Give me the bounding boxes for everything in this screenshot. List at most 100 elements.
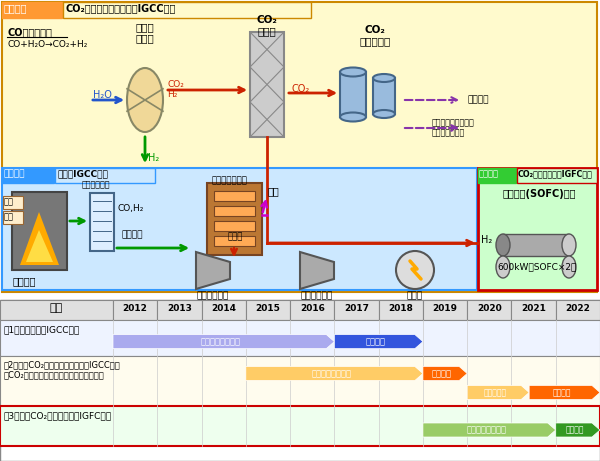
Bar — [340, 72, 366, 117]
Bar — [373, 78, 395, 114]
Text: CO₂
吸収塔: CO₂ 吸収塔 — [257, 15, 277, 36]
Bar — [511, 300, 556, 320]
Bar — [12, 192, 67, 270]
Polygon shape — [113, 335, 334, 349]
Text: ガス精製設備: ガス精製設備 — [82, 180, 110, 189]
Text: 600kW級SOFC×2基: 600kW級SOFC×2基 — [497, 262, 577, 271]
Text: 蒸気タービン: 蒸気タービン — [301, 291, 333, 300]
Bar — [214, 206, 255, 216]
Text: CO₂
液化／貯蔵: CO₂ 液化／貯蔵 — [359, 25, 391, 47]
Polygon shape — [196, 252, 230, 289]
Bar — [290, 300, 334, 320]
Polygon shape — [26, 230, 53, 262]
Text: 第2段階：CO₂分離・回収型酸素吹IGCC実証: 第2段階：CO₂分離・回収型酸素吹IGCC実証 — [4, 360, 121, 369]
Polygon shape — [423, 366, 467, 380]
Bar — [214, 236, 255, 246]
Bar — [334, 300, 379, 320]
Bar — [250, 32, 284, 137]
Text: CO₂: CO₂ — [292, 84, 310, 94]
Text: CO,H₂: CO,H₂ — [118, 204, 145, 213]
Bar — [0, 320, 600, 356]
Ellipse shape — [373, 74, 395, 82]
Bar — [2, 2, 62, 18]
Text: H₂: H₂ — [148, 153, 159, 163]
Text: 第３段階: 第３段階 — [479, 169, 499, 178]
Text: 2016: 2016 — [300, 304, 325, 313]
Text: 酸素: 酸素 — [4, 212, 14, 221]
Polygon shape — [300, 252, 334, 289]
Text: CO₂
H₂: CO₂ H₂ — [167, 80, 184, 100]
Text: 2021: 2021 — [521, 304, 546, 313]
Bar — [379, 300, 423, 320]
Text: ガス化炉: ガス化炉 — [13, 276, 37, 286]
Bar — [517, 168, 597, 183]
Ellipse shape — [340, 112, 366, 122]
Text: シフト
反応器: シフト 反応器 — [136, 22, 154, 44]
Text: CO+H₂O→CO₂+H₂: CO+H₂O→CO₂+H₂ — [7, 40, 88, 49]
Text: H₂: H₂ — [481, 235, 492, 245]
Text: 第1段階：酸素吹IGCC実証: 第1段階：酸素吹IGCC実証 — [4, 325, 80, 334]
Text: 石炭: 石炭 — [4, 197, 14, 206]
Bar — [157, 300, 202, 320]
Ellipse shape — [496, 256, 510, 278]
Text: 2018: 2018 — [388, 304, 413, 313]
Text: COシフト反応: COシフト反応 — [7, 27, 52, 37]
Text: 石炭ガス: 石炭ガス — [122, 230, 143, 239]
Bar — [214, 191, 255, 201]
Text: 酸素吹IGCC実証: 酸素吹IGCC実証 — [57, 169, 108, 178]
Text: 第１段階: 第１段階 — [4, 169, 25, 178]
Bar — [3, 211, 23, 224]
Text: 設計・製作・据付: 設計・製作・据付 — [311, 369, 352, 378]
Bar — [214, 221, 255, 231]
Text: 実証試験: 実証試験 — [566, 426, 584, 435]
Text: 2019: 2019 — [433, 304, 458, 313]
Bar — [423, 300, 467, 320]
Text: 2017: 2017 — [344, 304, 369, 313]
Text: 実証試験: 実証試験 — [553, 388, 571, 397]
Text: 燃料電池(SOFC)設備: 燃料電池(SOFC)設備 — [502, 189, 576, 199]
Text: 排ガス: 排ガス — [227, 232, 242, 241]
Bar — [2, 168, 54, 183]
Ellipse shape — [340, 67, 366, 77]
Ellipse shape — [127, 68, 163, 132]
Text: 第3段階：CO₂分離・回収型IGFC実証: 第3段階：CO₂分離・回収型IGFC実証 — [4, 411, 112, 420]
Text: 2015: 2015 — [256, 304, 280, 313]
Text: 2014: 2014 — [211, 304, 236, 313]
Text: 年度: 年度 — [49, 303, 62, 313]
Bar — [503, 234, 569, 256]
Text: CO₂分離・回収型IGFC実証: CO₂分離・回収型IGFC実証 — [518, 169, 593, 178]
Polygon shape — [529, 385, 600, 400]
Bar — [3, 196, 23, 209]
Bar — [478, 168, 516, 183]
Bar — [2, 168, 477, 290]
Bar — [55, 168, 155, 183]
Ellipse shape — [562, 234, 576, 256]
Bar — [0, 300, 113, 320]
Bar — [207, 183, 262, 255]
Text: 2020: 2020 — [477, 304, 502, 313]
Ellipse shape — [496, 234, 510, 256]
Text: 第２段階: 第２段階 — [4, 3, 28, 13]
Polygon shape — [467, 385, 529, 400]
Polygon shape — [334, 335, 423, 349]
Text: 製作・据付: 製作・据付 — [484, 388, 507, 397]
Circle shape — [396, 251, 434, 289]
Text: 発電機: 発電機 — [407, 291, 423, 300]
Bar — [556, 300, 600, 320]
Bar — [202, 300, 246, 320]
Bar — [0, 300, 600, 461]
Bar — [246, 300, 290, 320]
Text: 実証試験: 実証試験 — [432, 369, 452, 378]
Bar — [478, 168, 597, 290]
Text: 設計・製作・据付: 設計・製作・据付 — [466, 426, 506, 435]
Bar — [113, 300, 157, 320]
Bar — [90, 193, 114, 251]
Polygon shape — [20, 212, 59, 265]
Text: CO₂分離・回収型酸素吹IGCC実証: CO₂分離・回収型酸素吹IGCC実証 — [65, 3, 175, 13]
Ellipse shape — [373, 110, 395, 118]
Text: 蒸気: 蒸気 — [268, 186, 280, 196]
Text: カーボンリサイクル
実証研究拠点へ: カーボンリサイクル 実証研究拠点へ — [432, 118, 475, 137]
Text: H₂O: H₂O — [93, 90, 112, 100]
Bar — [2, 2, 597, 292]
Polygon shape — [423, 423, 556, 437]
